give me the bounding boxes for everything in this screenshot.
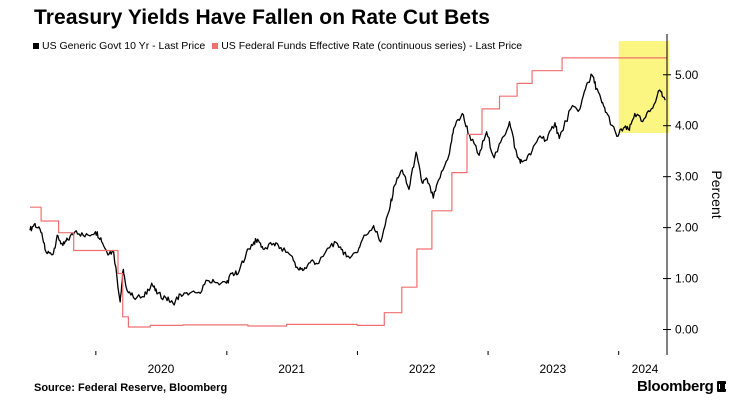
highlight-band: [618, 41, 669, 133]
y-tick-label: 4.00: [675, 119, 699, 133]
legend-swatch-ffr: [212, 42, 219, 49]
series-line-ffr: [30, 57, 667, 328]
source-note: Source: Federal Reserve, Bloomberg: [34, 382, 228, 394]
y-tick-label: 1.00: [675, 272, 699, 286]
y-tick-label: 2.00: [675, 221, 699, 235]
y-tick-label: 3.00: [675, 170, 699, 184]
axis-layer: 0.00 1.00 2.00 3.00 4.00 5.00 Percent 2020 2021 2…: [95, 34, 725, 376]
x-tick-label: 2021: [278, 362, 305, 376]
legend-label-ffr: US Federal Funds Effective Rate (continu…: [221, 39, 523, 52]
y-tick-label: 5.00: [675, 68, 699, 82]
x-tick-label: 2022: [409, 362, 436, 376]
bloomberg-wordmark: Bloomberg: [637, 378, 714, 395]
legend-label-10y: US Generic Govt 10 Yr - Last Price: [42, 39, 206, 52]
legend-item-ffr: US Federal Funds Effective Rate (continu…: [212, 40, 522, 52]
bloomberg-terminal-icon: [717, 381, 727, 392]
y-tick-label: 0.00: [675, 323, 699, 337]
bloomberg-logo: Bloomberg: [637, 378, 727, 395]
legend-swatch-10y: [33, 42, 39, 49]
legend-item-10y: US Generic Govt 10 Yr - Last Price: [33, 40, 205, 52]
series-line-10y: [29, 73, 666, 306]
x-tick-label: 2020: [148, 362, 175, 376]
highlight-layer: [618, 41, 669, 133]
legend: US Generic Govt 10 Yr - Last Price US Fe…: [33, 38, 530, 53]
series-layer: [29, 57, 667, 328]
x-tick-label: 2024: [632, 362, 659, 376]
chart-title: Treasury Yields Have Fallen on Rate Cut …: [34, 6, 491, 29]
x-tick-label: 2023: [539, 362, 566, 376]
y-axis-title: Percent: [709, 170, 725, 218]
